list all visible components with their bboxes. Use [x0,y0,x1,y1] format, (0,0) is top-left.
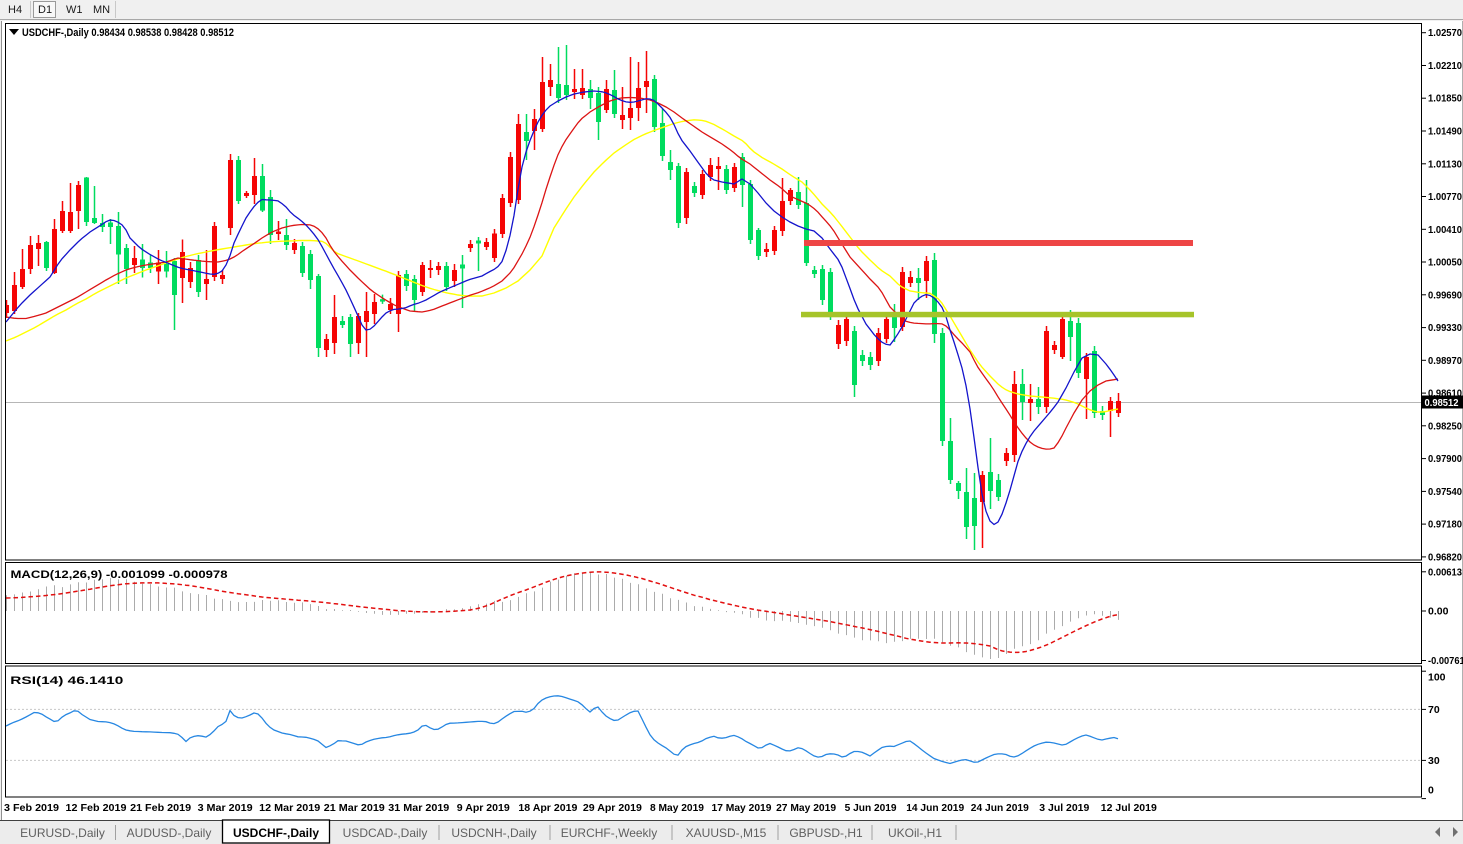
svg-text:H4: H4 [8,4,22,16]
svg-text:EURUSD-,Daily: EURUSD-,Daily [20,826,105,840]
svg-text:USDCHF-,Daily: USDCHF-,Daily [233,826,319,840]
svg-text:3 Jul 2019: 3 Jul 2019 [1039,802,1089,814]
svg-text:5 Jun 2019: 5 Jun 2019 [845,802,897,814]
svg-text:17 May 2019: 17 May 2019 [712,802,772,814]
svg-text:-0.0076127: -0.0076127 [1428,655,1463,667]
svg-text:31 Mar 2019: 31 Mar 2019 [388,802,449,814]
svg-text:0.00613: 0.00613 [1428,566,1462,578]
svg-text:1.02210: 1.02210 [1428,60,1462,72]
svg-text:21 Mar 2019: 21 Mar 2019 [324,802,385,814]
svg-text:MACD(12,26,9) -0.001099 -0.000: MACD(12,26,9) -0.001099 -0.000978 [11,569,228,581]
svg-text:70: 70 [1428,704,1440,716]
svg-text:MN: MN [93,4,110,16]
svg-text:1.00410: 1.00410 [1428,224,1462,236]
svg-text:AUDUSD-,Daily: AUDUSD-,Daily [127,826,212,840]
svg-text:XAUUSD-,M15: XAUUSD-,M15 [686,826,767,840]
svg-text:1.01850: 1.01850 [1428,93,1462,105]
svg-text:USDCHF-,Daily 0.98434 0.98538: USDCHF-,Daily 0.98434 0.98538 0.98428 0.… [22,27,234,39]
svg-text:1.01490: 1.01490 [1428,126,1462,138]
svg-text:USDCAD-,Daily: USDCAD-,Daily [343,826,428,840]
svg-text:UKOil-,H1: UKOil-,H1 [888,826,942,840]
svg-text:EURCHF-,Weekly: EURCHF-,Weekly [561,826,657,840]
svg-text:0.99330: 0.99330 [1428,322,1462,334]
svg-text:27 May 2019: 27 May 2019 [776,802,836,814]
svg-text:0.98250: 0.98250 [1428,420,1462,432]
svg-text:3 Mar 2019: 3 Mar 2019 [198,802,253,814]
svg-text:0.97900: 0.97900 [1428,453,1462,465]
svg-text:14 Jun 2019: 14 Jun 2019 [906,802,964,814]
svg-text:0.99690: 0.99690 [1428,289,1462,301]
svg-text:0.98970: 0.98970 [1428,355,1462,367]
svg-text:0.00: 0.00 [1428,606,1449,618]
svg-text:3 Feb 2019: 3 Feb 2019 [4,802,59,814]
svg-text:1.00770: 1.00770 [1428,191,1462,203]
svg-text:8 May 2019: 8 May 2019 [650,802,704,814]
svg-text:9 Apr 2019: 9 Apr 2019 [457,802,510,814]
svg-text:0.96820: 0.96820 [1428,551,1462,563]
svg-text:100: 100 [1428,672,1446,684]
svg-text:0.98512: 0.98512 [1425,397,1459,409]
svg-text:GBPUSD-,H1: GBPUSD-,H1 [789,826,863,840]
svg-text:W1: W1 [66,4,83,16]
svg-text:USDCNH-,Daily: USDCNH-,Daily [451,826,536,840]
svg-text:RSI(14) 46.1410: RSI(14) 46.1410 [10,675,123,687]
svg-text:12 Feb 2019: 12 Feb 2019 [66,802,127,814]
svg-text:24 Jun 2019: 24 Jun 2019 [971,802,1029,814]
svg-text:30: 30 [1428,755,1440,767]
svg-text:0.97540: 0.97540 [1428,486,1462,498]
svg-text:1.01130: 1.01130 [1428,158,1462,170]
svg-text:18 Apr 2019: 18 Apr 2019 [518,802,577,814]
svg-text:12 Jul 2019: 12 Jul 2019 [1101,802,1157,814]
svg-text:0: 0 [1428,785,1434,797]
svg-text:0.97180: 0.97180 [1428,519,1462,531]
svg-text:29 Apr 2019: 29 Apr 2019 [583,802,642,814]
svg-text:12 Mar 2019: 12 Mar 2019 [259,802,320,814]
svg-text:1.00050: 1.00050 [1428,257,1462,269]
svg-text:1.02570: 1.02570 [1428,27,1462,39]
svg-text:21 Feb 2019: 21 Feb 2019 [130,802,191,814]
svg-text:D1: D1 [38,4,52,16]
